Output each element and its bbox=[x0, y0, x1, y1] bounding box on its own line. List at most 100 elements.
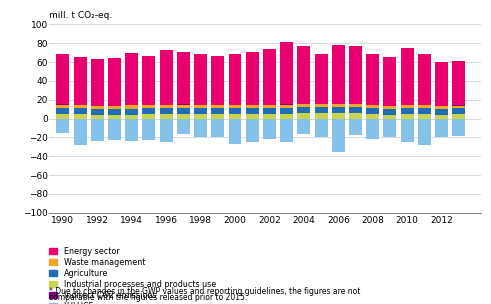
Bar bbox=[108, 115, 121, 119]
Bar bbox=[315, 107, 327, 113]
Bar bbox=[383, 106, 396, 109]
Text: * Due to changes in the GWP values and reporting guidelines, the figures are not: * Due to changes in the GWP values and r… bbox=[49, 287, 360, 296]
Bar bbox=[418, 114, 431, 119]
Bar bbox=[298, 113, 310, 119]
Bar bbox=[435, 115, 448, 119]
Bar bbox=[142, 56, 155, 105]
Bar bbox=[91, 115, 104, 119]
Bar bbox=[383, 115, 396, 119]
Bar bbox=[177, 52, 190, 105]
Bar bbox=[74, 119, 86, 145]
Bar bbox=[177, 114, 190, 119]
Bar bbox=[452, 61, 465, 105]
Bar bbox=[211, 114, 224, 119]
Bar bbox=[315, 105, 327, 107]
Bar bbox=[401, 114, 413, 119]
Text: mill. t CO₂-eq.: mill. t CO₂-eq. bbox=[49, 11, 112, 20]
Bar bbox=[349, 119, 362, 135]
Bar bbox=[194, 108, 207, 114]
Bar bbox=[332, 113, 345, 119]
Bar bbox=[418, 54, 431, 105]
Bar bbox=[142, 105, 155, 108]
Bar bbox=[91, 59, 104, 106]
Bar bbox=[211, 119, 224, 137]
Bar bbox=[125, 115, 138, 119]
Bar bbox=[401, 105, 413, 108]
Bar bbox=[228, 105, 242, 108]
Bar bbox=[108, 119, 121, 140]
Bar bbox=[418, 119, 431, 145]
Bar bbox=[228, 54, 242, 105]
Bar bbox=[298, 46, 310, 104]
Bar bbox=[125, 53, 138, 105]
Bar bbox=[160, 114, 173, 119]
Bar bbox=[452, 119, 465, 136]
Bar bbox=[298, 119, 310, 134]
Bar bbox=[366, 114, 379, 119]
Bar bbox=[246, 114, 259, 119]
Bar bbox=[280, 119, 293, 142]
Bar bbox=[349, 46, 362, 104]
Bar bbox=[142, 108, 155, 114]
Bar bbox=[160, 108, 173, 114]
Bar bbox=[401, 119, 413, 142]
Bar bbox=[452, 105, 465, 106]
Bar bbox=[315, 54, 327, 104]
Bar bbox=[228, 119, 242, 144]
Text: comparable with the figures released prior to 2015.: comparable with the figures released pri… bbox=[49, 293, 247, 302]
Bar bbox=[418, 108, 431, 114]
Bar bbox=[383, 119, 396, 137]
Bar bbox=[228, 108, 242, 114]
Bar bbox=[246, 52, 259, 105]
Bar bbox=[349, 104, 362, 105]
Bar bbox=[211, 56, 224, 105]
Bar bbox=[452, 106, 465, 108]
Bar bbox=[56, 105, 69, 108]
Bar bbox=[125, 119, 138, 141]
Bar bbox=[194, 119, 207, 137]
Bar bbox=[263, 114, 276, 119]
Bar bbox=[435, 61, 448, 106]
Bar bbox=[366, 105, 379, 108]
Bar bbox=[280, 105, 293, 108]
Bar bbox=[228, 114, 242, 119]
Bar bbox=[349, 105, 362, 107]
Bar bbox=[263, 119, 276, 139]
Bar bbox=[160, 119, 173, 142]
Bar bbox=[315, 119, 327, 137]
Bar bbox=[194, 114, 207, 119]
Bar bbox=[177, 119, 190, 134]
Bar bbox=[366, 108, 379, 114]
Bar bbox=[315, 104, 327, 105]
Bar bbox=[56, 119, 69, 133]
Bar bbox=[298, 107, 310, 113]
Bar bbox=[91, 119, 104, 141]
Bar bbox=[74, 57, 86, 105]
Bar bbox=[142, 119, 155, 140]
Bar bbox=[194, 54, 207, 105]
Bar bbox=[108, 109, 121, 115]
Bar bbox=[332, 105, 345, 107]
Bar bbox=[142, 114, 155, 119]
Bar bbox=[108, 106, 121, 109]
Bar bbox=[366, 119, 379, 139]
Bar bbox=[383, 57, 396, 106]
Bar bbox=[280, 42, 293, 105]
Bar bbox=[332, 119, 345, 153]
Bar bbox=[366, 54, 379, 105]
Bar bbox=[177, 108, 190, 114]
Bar bbox=[211, 105, 224, 108]
Bar bbox=[280, 108, 293, 114]
Bar bbox=[332, 104, 345, 105]
Bar bbox=[418, 105, 431, 108]
Bar bbox=[125, 109, 138, 115]
Legend: Energy sector, Waste management, Agriculture, Industrial processes and products : Energy sector, Waste management, Agricul… bbox=[49, 247, 216, 304]
Bar bbox=[435, 119, 448, 137]
Bar bbox=[194, 105, 207, 108]
Bar bbox=[263, 108, 276, 114]
Bar bbox=[452, 114, 465, 119]
Bar bbox=[246, 105, 259, 108]
Bar bbox=[74, 114, 86, 119]
Bar bbox=[315, 113, 327, 119]
Bar bbox=[177, 105, 190, 108]
